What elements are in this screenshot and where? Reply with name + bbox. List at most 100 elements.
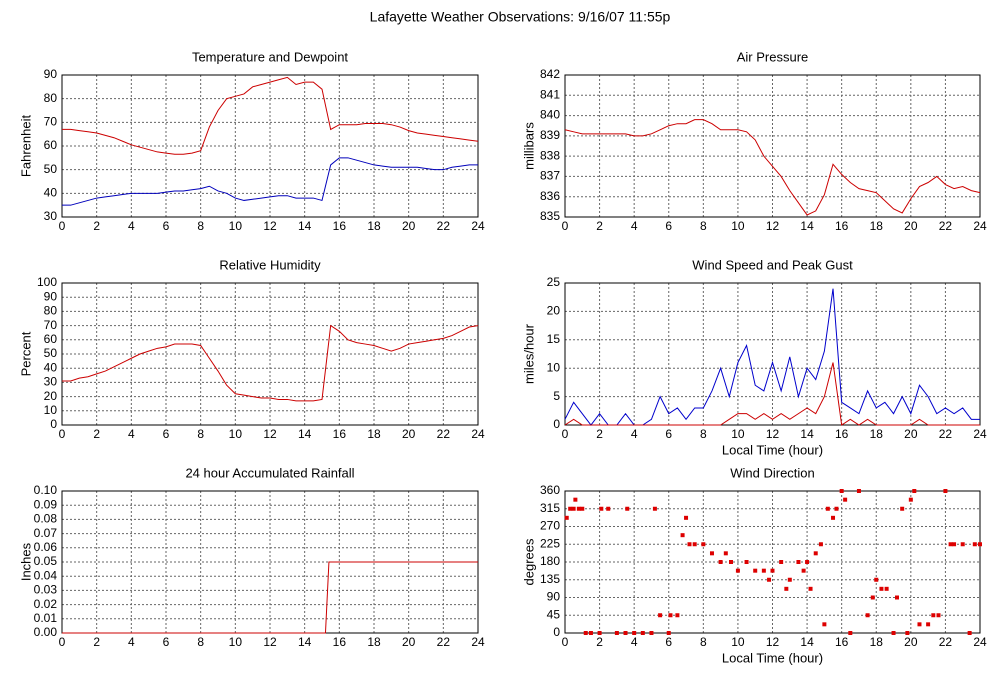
y-tick-label: 0.00 — [34, 625, 58, 639]
x-tick-label: 12 — [263, 427, 277, 441]
y-tick-label: 50 — [44, 162, 58, 176]
y-axis-label: Inches — [18, 542, 33, 581]
y-tick-label: 0.09 — [34, 497, 58, 511]
data-point — [884, 586, 889, 591]
data-point — [796, 560, 801, 564]
y-tick-label: 20 — [547, 304, 561, 318]
x-tick-label: 22 — [939, 219, 953, 233]
y-tick-label: 270 — [540, 519, 560, 533]
x-tick-label: 18 — [367, 427, 381, 441]
data-point — [870, 595, 875, 600]
x-tick-label: 12 — [263, 219, 277, 233]
x-tick-label: 20 — [904, 635, 918, 649]
data-point — [879, 586, 884, 591]
data-point — [843, 497, 848, 502]
x-tick-label: 8 — [700, 427, 707, 441]
x-tick-label: 16 — [835, 635, 849, 649]
y-tick-label: 100 — [37, 275, 57, 289]
data-point — [822, 622, 827, 627]
x-tick-label: 14 — [298, 635, 312, 649]
x-tick-label: 8 — [197, 635, 204, 649]
x-tick-label: 8 — [197, 219, 204, 233]
data-point — [831, 515, 836, 520]
data-point — [666, 631, 671, 635]
data-point — [839, 489, 844, 493]
data-point — [952, 542, 957, 547]
plot-border — [61, 74, 479, 218]
x-tick-label: 0 — [59, 219, 66, 233]
x-tick-label: 18 — [367, 635, 381, 649]
data-point — [735, 568, 740, 573]
y-tick-label: 25 — [547, 275, 561, 289]
y-tick-label: 838 — [540, 148, 560, 162]
x-tick-label: 0 — [562, 427, 569, 441]
y-tick-label: 20 — [44, 389, 58, 403]
x-tick-label: 2 — [596, 219, 603, 233]
y-tick-label: 45 — [547, 607, 561, 621]
x-tick-label: 8 — [700, 219, 707, 233]
x-tick-label: 10 — [731, 427, 745, 441]
data-point — [834, 506, 839, 511]
x-tick-label: 24 — [471, 635, 485, 649]
y-tick-label: 0.01 — [34, 611, 58, 625]
y-tick-label: 0.04 — [34, 568, 58, 582]
x-tick-label: 14 — [298, 219, 312, 233]
y-tick-label: 225 — [540, 536, 560, 550]
data-point — [729, 560, 733, 564]
x-tick-label: 0 — [59, 427, 66, 441]
data-point — [761, 568, 766, 573]
y-tick-label: 842 — [540, 67, 560, 81]
x-tick-label: 20 — [904, 427, 918, 441]
data-point — [805, 560, 810, 564]
x-tick-label: 12 — [263, 635, 277, 649]
x-tick-label: 2 — [93, 427, 100, 441]
y-tick-label: 0.06 — [34, 540, 58, 554]
y-tick-label: 50 — [44, 346, 58, 360]
data-point — [825, 506, 830, 511]
data-point — [692, 542, 697, 547]
x-tick-label: 14 — [800, 635, 814, 649]
y-axis-label: Fahrenheit — [18, 115, 33, 178]
data-point — [668, 613, 673, 618]
data-point — [848, 631, 853, 635]
plot-area — [565, 75, 980, 217]
data-point — [912, 489, 917, 493]
data-point — [943, 489, 948, 493]
data-point — [588, 631, 593, 635]
y-tick-label: 90 — [44, 67, 58, 81]
plot-border — [61, 282, 479, 426]
x-tick-label: 14 — [800, 427, 814, 441]
data-point — [936, 613, 941, 618]
data-point — [623, 631, 628, 635]
x-tick-label: 20 — [402, 635, 416, 649]
data-line — [564, 119, 981, 216]
data-line — [62, 561, 478, 634]
x-tick-label: 10 — [731, 219, 745, 233]
y-tick-label: 10 — [547, 360, 561, 374]
x-tick-label: 14 — [800, 219, 814, 233]
x-tick-label: 0 — [59, 635, 66, 649]
data-point — [576, 506, 581, 511]
x-tick-label: 12 — [766, 427, 780, 441]
x-tick-label: 24 — [471, 219, 485, 233]
x-tick-label: 6 — [665, 635, 672, 649]
data-point — [680, 533, 685, 538]
chart-title: Wind Direction — [730, 465, 815, 480]
x-tick-label: 18 — [367, 219, 381, 233]
y-tick-label: 0.10 — [34, 483, 58, 497]
x-tick-label: 12 — [766, 635, 780, 649]
data-point — [709, 551, 714, 556]
x-tick-label: 18 — [870, 219, 884, 233]
x-tick-label: 6 — [163, 427, 170, 441]
x-tick-label: 4 — [128, 635, 135, 649]
x-tick-label: 20 — [402, 219, 416, 233]
y-tick-label: 0.08 — [34, 512, 58, 526]
x-tick-label: 2 — [93, 635, 100, 649]
data-point — [767, 577, 772, 582]
x-tick-label: 16 — [333, 219, 347, 233]
y-tick-label: 70 — [44, 318, 58, 332]
data-point — [564, 515, 569, 520]
plot-border — [564, 282, 981, 426]
x-tick-label: 4 — [631, 427, 638, 441]
